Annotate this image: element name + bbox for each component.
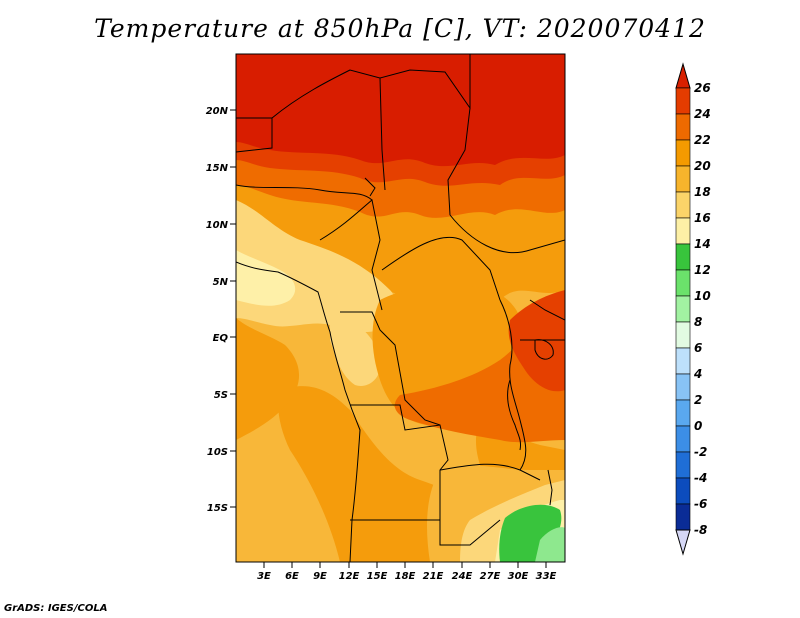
- lon-label-12e: 12E: [339, 571, 360, 582]
- colorbar-level-label: 0: [694, 419, 702, 433]
- colorbar-level-label: -8: [694, 523, 707, 537]
- lat-label-5n: 5N: [213, 277, 229, 288]
- field-22-southwest-ocean: [236, 318, 300, 440]
- lake-victoria: [534, 339, 554, 360]
- field-14-west: [236, 250, 296, 306]
- lon-label-15e: 15E: [367, 571, 388, 582]
- field-10-southeast: [535, 527, 565, 562]
- lake-malawi: [547, 469, 553, 506]
- colorbar-level-label: 4: [693, 367, 702, 381]
- field-26-north: [236, 54, 565, 167]
- lat-label-5s: 5S: [214, 390, 228, 401]
- colorbar-level-label: 6: [694, 341, 702, 355]
- country-borders: [236, 54, 565, 562]
- colorbar-swatch: [675, 139, 691, 167]
- colorbar-swatch: [675, 503, 691, 531]
- lon-label-30e: 30E: [508, 571, 529, 582]
- lon-label-27e: 27E: [480, 571, 501, 582]
- colorbar-level-label: -2: [694, 445, 707, 459]
- border-east-2: [529, 299, 565, 321]
- colorbar-bottom-arrow: [675, 529, 691, 556]
- temperature-field: [236, 54, 565, 562]
- colorbar-level-label: -6: [694, 497, 707, 511]
- colorbar-swatch: [675, 243, 691, 271]
- lake-tanganyika: [507, 379, 521, 451]
- border-zambia: [439, 463, 541, 481]
- colorbar-level-label: 10: [694, 289, 711, 303]
- colorbar-level-label: 18: [694, 185, 711, 199]
- colorbar-swatch: [675, 425, 691, 453]
- colorbar-level-label: -4: [694, 471, 707, 485]
- lon-label-24e: 24E: [452, 571, 473, 582]
- lon-label-33e: 33E: [536, 571, 557, 582]
- field-22-east: [394, 300, 565, 443]
- border-north-3: [379, 54, 471, 110]
- colorbar-swatch: [675, 399, 691, 427]
- border-north-4: [447, 107, 471, 216]
- lat-label-20n: 20N: [206, 106, 229, 117]
- coastline-west: [236, 261, 361, 562]
- field-24-east: [508, 290, 565, 392]
- lon-label-18e: 18E: [395, 571, 416, 582]
- map-frame: [235, 53, 566, 563]
- colorbar-level-label: 2: [694, 393, 702, 407]
- border-sudan: [449, 214, 565, 254]
- colorbar-swatch: [675, 295, 691, 323]
- colorbar-swatch: [675, 451, 691, 479]
- colorbar-level-label: 24: [694, 107, 711, 121]
- border-north-1: [236, 117, 273, 153]
- lat-label-10n: 10N: [206, 220, 229, 231]
- lon-axis: 3E 6E 9E 12E 15E 18E 21E 24E 27E 30E 33E: [257, 562, 557, 582]
- border-car: [381, 236, 501, 301]
- colorbar-swatch: [675, 191, 691, 219]
- colorbar-swatch: [675, 113, 691, 141]
- border-north-2: [271, 69, 386, 191]
- colorbar-swatch: [675, 373, 691, 401]
- lat-label-eq: EQ: [213, 333, 229, 344]
- colorbar-swatch: [675, 165, 691, 193]
- colorbar-top-arrow: [675, 62, 691, 89]
- colorbar-level-label: 14: [694, 237, 711, 251]
- colorbar-level-label: 26: [694, 81, 711, 95]
- colorbar-swatch: [675, 217, 691, 245]
- border-chad-lake: [364, 177, 376, 197]
- border-congo: [340, 311, 441, 426]
- lat-label-15n: 15N: [206, 163, 229, 174]
- lon-label-9e: 9E: [313, 571, 327, 582]
- lat-label-10s: 10S: [207, 447, 228, 458]
- grads-credit: GrADS: IGES/COLA: [4, 603, 108, 614]
- colorbar-level-label: 12: [694, 263, 711, 277]
- colorbar-swatch: [675, 477, 691, 505]
- colorbar-level-label: 22: [694, 133, 711, 147]
- colorbar-swatch: [675, 347, 691, 375]
- border-sahel: [236, 184, 373, 201]
- lon-label-21e: 21E: [423, 571, 444, 582]
- lat-axis: 20N 15N 10N 5N EQ 5S 10S 15S: [206, 106, 236, 514]
- border-south: [350, 519, 501, 546]
- colorbar-level-label: 8: [694, 315, 702, 329]
- colorbar-swatch: [675, 321, 691, 349]
- colorbar-level-label: 20: [694, 159, 711, 173]
- lat-label-15s: 15S: [207, 503, 228, 514]
- lon-label-6e: 6E: [285, 571, 299, 582]
- border-cameroon: [319, 199, 383, 311]
- lon-label-3e: 3E: [257, 571, 271, 582]
- map-title: Temperature at 850hPa [C], VT: 202007041…: [94, 14, 706, 43]
- field-16-central: [330, 319, 381, 386]
- colorbar-level-label: 16: [694, 211, 711, 225]
- colorbar-swatch: [675, 269, 691, 297]
- colorbar-swatch: [675, 87, 691, 115]
- border-drc-east: [499, 299, 527, 471]
